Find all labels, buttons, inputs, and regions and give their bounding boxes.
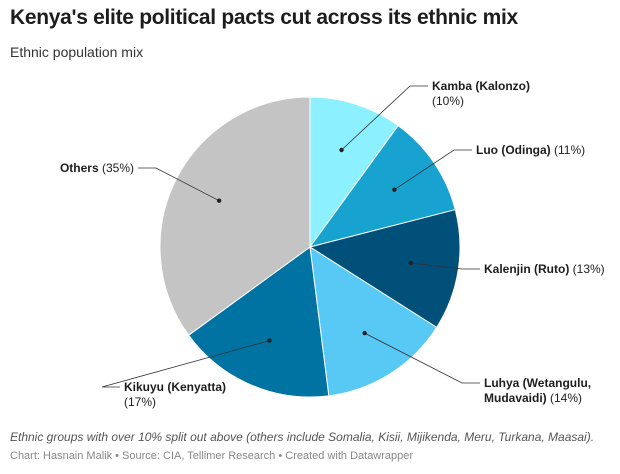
pie-slice-luhya-wetangulu-mudavaidi — [309, 246, 438, 397]
pie-slice-kikuyu-kenyatta — [187, 246, 330, 398]
leader-line — [364, 332, 480, 384]
leader-line — [341, 85, 428, 151]
chart-title: Kenya's elite political pacts cut across… — [10, 6, 518, 29]
slice-label-kikuyu-kenyatta: Kikuyu (Kenyatta) (17%) — [124, 380, 226, 409]
leader-dot — [392, 187, 397, 192]
leader-dot — [267, 338, 272, 343]
slice-label-luo-odinga: Luo (Odinga) (11%) — [476, 143, 585, 157]
slice-label-luhya-wetangulu-mudavaidi: Luhya (Wetangulu, Mudavaidi) (14%) — [484, 376, 591, 405]
leader-line — [394, 149, 472, 191]
chart-credits: Chart: Hasnain Malik • Source: CIA, Tell… — [10, 450, 414, 462]
leader-line — [138, 167, 220, 202]
leader-dot — [362, 330, 367, 336]
leader-line — [410, 262, 480, 270]
leader-dot — [339, 147, 344, 153]
pie-slice-kalenjin-ruto — [308, 209, 461, 329]
chart-subtitle: Ethnic population mix — [10, 44, 144, 60]
leader-dot — [216, 198, 222, 203]
slice-label-others: Others (35%) — [60, 161, 134, 175]
leader-dot — [408, 260, 413, 266]
chart-note: Ethnic groups with over 10% split out ab… — [10, 430, 595, 444]
slice-label-kalenjin-ruto: Kalenjin (Ruto) (13%) — [484, 262, 605, 276]
pie-slice-kamba-kalonzo — [309, 96, 399, 249]
leader-line — [101, 340, 270, 388]
pie-slice-luo-odinga — [308, 124, 456, 248]
slice-label-kamba-kalonzo: Kamba (Kalonzo) (10%) — [432, 79, 530, 108]
